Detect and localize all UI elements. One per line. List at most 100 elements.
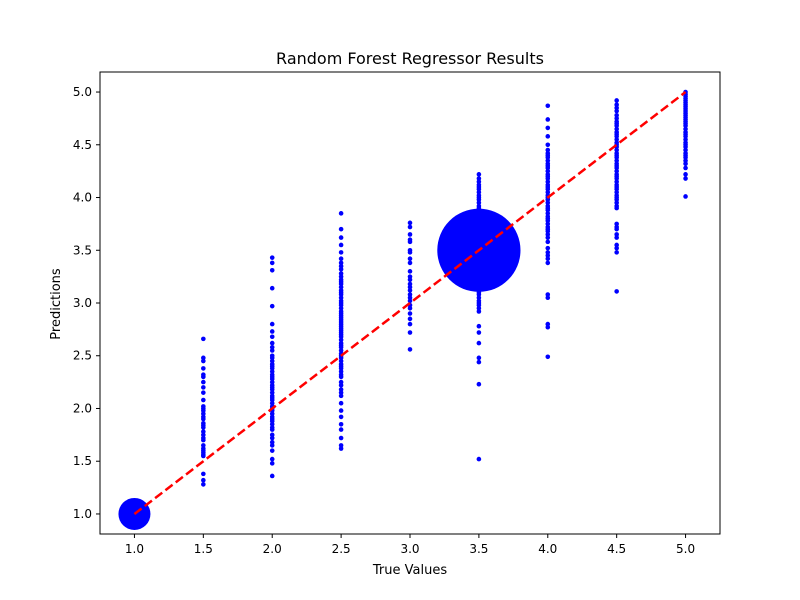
data-point (201, 477, 206, 483)
data-point (683, 144, 688, 150)
y-tick-label: 3.5 (73, 243, 92, 257)
data-point (338, 284, 344, 290)
data-point (545, 250, 551, 255)
data-point (269, 456, 275, 462)
data-point (683, 123, 688, 129)
data-point (545, 155, 551, 160)
data-point (407, 256, 413, 261)
data-point (269, 400, 275, 406)
data-point (476, 292, 482, 297)
data-point (407, 250, 413, 255)
y-tick-label: 3.0 (73, 296, 92, 310)
data-point (614, 158, 619, 163)
x-tick-label: 4.5 (607, 542, 626, 556)
data-point (614, 116, 619, 121)
data-point (269, 321, 275, 327)
data-point (338, 379, 344, 385)
data-point (545, 211, 551, 216)
data-point (407, 220, 413, 226)
x-tick-label: 3.0 (400, 542, 419, 556)
data-point (338, 305, 344, 311)
x-tick-label: 5.0 (676, 542, 695, 556)
data-point (545, 228, 551, 234)
data-point (269, 285, 275, 291)
data-point (614, 226, 619, 232)
data-point (545, 158, 551, 163)
y-tick-label: 4.0 (73, 191, 92, 205)
data-point (476, 381, 482, 387)
data-point (407, 316, 413, 322)
data-point (614, 137, 619, 142)
data-point (683, 126, 688, 132)
chart-title: Random Forest Regressor Results (276, 49, 544, 68)
data-point (614, 189, 619, 195)
data-point (338, 393, 344, 399)
data-point (545, 207, 551, 213)
data-point (683, 165, 688, 171)
data-point (614, 205, 619, 211)
data-point (269, 355, 275, 361)
data-point (614, 98, 619, 103)
data-point (269, 432, 275, 438)
data-point (476, 189, 482, 195)
data-point (338, 446, 344, 451)
data-point (201, 432, 206, 438)
data-point (476, 355, 482, 361)
data-point (201, 385, 206, 390)
data-point (338, 292, 344, 297)
x-tick-label: 1.0 (125, 542, 144, 556)
data-point (338, 271, 344, 276)
data-point (476, 176, 482, 181)
data-point (545, 103, 551, 109)
data-point (201, 355, 206, 361)
data-point (407, 292, 413, 297)
data-point (545, 142, 551, 148)
data-point (476, 456, 482, 462)
data-point (614, 235, 619, 240)
data-point (269, 369, 275, 374)
data-point (683, 194, 688, 199)
data-point (201, 411, 206, 417)
data-point (614, 186, 619, 192)
data-point (269, 260, 275, 266)
data-point (338, 274, 344, 279)
data-point (545, 165, 551, 171)
data-point (407, 281, 413, 287)
data-point (269, 443, 275, 448)
data-point (338, 358, 344, 364)
data-point (545, 200, 551, 206)
data-point (476, 305, 482, 311)
data-point (545, 292, 551, 297)
data-point (683, 147, 688, 153)
data-point (269, 379, 275, 385)
data-point (476, 359, 482, 365)
data-point (338, 414, 344, 420)
x-tick-label: 2.5 (332, 542, 351, 556)
data-point (614, 108, 619, 114)
data-point (338, 266, 344, 272)
data-point (338, 250, 344, 255)
data-point (269, 358, 275, 364)
data-point (269, 345, 275, 350)
data-point (545, 134, 551, 139)
data-point (683, 172, 688, 177)
data-point (338, 387, 344, 392)
data-point (545, 295, 551, 301)
data-point (545, 235, 551, 240)
data-point (201, 374, 206, 380)
data-point (545, 221, 551, 227)
data-point (545, 232, 551, 237)
data-point (476, 323, 482, 329)
data-point (407, 224, 413, 230)
data-point (545, 189, 551, 195)
data-point (269, 334, 275, 340)
x-tick-label: 4.0 (538, 542, 557, 556)
data-point (614, 134, 619, 139)
data-point (476, 172, 482, 177)
data-point (338, 374, 344, 380)
data-point (407, 284, 413, 290)
y-tick-label: 1.0 (73, 507, 92, 521)
data-point (269, 427, 275, 432)
data-point (476, 197, 482, 202)
